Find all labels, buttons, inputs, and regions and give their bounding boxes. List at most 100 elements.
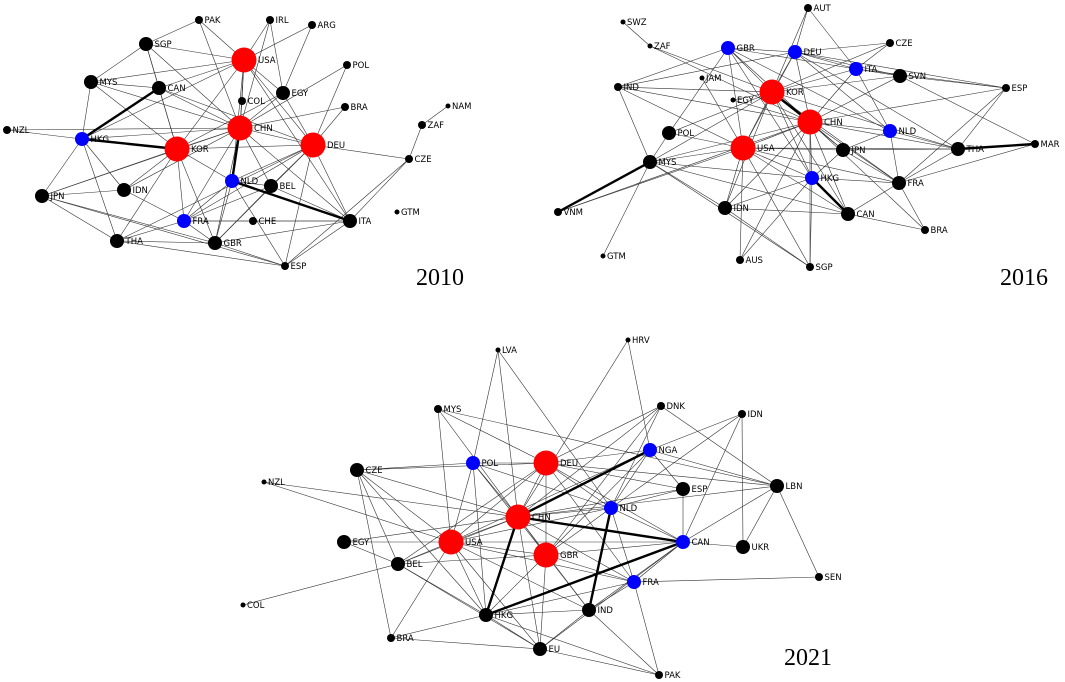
edge-2016-nld-fra <box>889 130 900 184</box>
edge-2021-idn-can <box>682 413 743 543</box>
edge-2021-idn-ukr <box>741 413 744 548</box>
node-circle <box>341 103 349 111</box>
edge-2016-hkg-fra <box>811 177 900 184</box>
edge-2021-gbr-bel <box>397 554 547 565</box>
edge-2010-kor-gbr <box>176 148 216 244</box>
node-label: CAN <box>857 210 875 220</box>
edge-2016-esp-fra <box>898 87 1007 184</box>
edge-2021-nzl-usa <box>263 481 452 543</box>
edge-2010-deu-nld <box>231 144 314 182</box>
node-2010-pak: PAK <box>195 16 221 26</box>
edge-2016-fra-can <box>847 182 900 215</box>
edge-2021-fra-pak <box>633 581 660 676</box>
node-circle <box>227 115 253 141</box>
node-circle <box>655 671 663 679</box>
node-circle <box>240 602 246 608</box>
node-2010-deu: DEU <box>300 132 345 158</box>
network-2021: HRV LVA MYS DNK IDN NGA POL DEU CZE NZL LBN ESP NLD C… <box>240 336 842 681</box>
node-circle <box>625 337 631 343</box>
node-circle <box>849 62 863 76</box>
node-circle <box>951 142 965 156</box>
edge-2010-irl-egy <box>269 19 284 94</box>
edge-2010-hkg-jpn <box>41 138 83 197</box>
node-label: NAM <box>452 102 472 112</box>
node-circle <box>627 575 641 589</box>
edges-2010 <box>6 19 449 267</box>
node-2021-usa: USA <box>438 529 483 555</box>
node-2010-arg: ARG <box>308 21 336 31</box>
edge-2021-cze-hkg <box>356 469 487 616</box>
node-circle <box>177 214 191 228</box>
node-circle <box>759 79 785 105</box>
edge-2021-deu-cze <box>356 462 547 471</box>
node-circle <box>533 542 559 568</box>
edge-2021-cze-bel <box>356 469 399 565</box>
edge-2016-hkg-aus <box>739 177 813 261</box>
edge-2021-can-gbr <box>545 541 684 556</box>
node-label: VNM <box>564 208 584 218</box>
node-circle <box>657 402 665 410</box>
node-2016-bra: BRA <box>921 226 948 236</box>
edge-2016-idn-can <box>724 207 849 215</box>
node-circle <box>117 183 131 197</box>
edge-2021-bel-eu <box>397 563 541 650</box>
node-label: GBR <box>560 551 578 561</box>
edge-2021-hkg-eu <box>485 614 541 650</box>
node-label: ZAF <box>428 121 445 131</box>
edge-2010-bel-fra <box>183 185 272 222</box>
node-label: SWZ <box>627 18 647 28</box>
node-label: FRA <box>908 179 924 189</box>
edge-2021-ind-eu <box>539 609 590 650</box>
edge-2016-egy-chn <box>732 99 811 123</box>
edge-2010-arg-egy <box>282 24 313 94</box>
node-circle <box>195 16 203 24</box>
edge-2016-can-bra <box>847 213 926 231</box>
edge-2010-pol-deu <box>312 64 348 146</box>
node-circle <box>110 234 124 248</box>
edge-2021-can-eu <box>539 541 684 650</box>
edge-2021-deu-fra <box>545 462 635 583</box>
node-2016-gtm: GTM <box>600 252 626 262</box>
node-2021-nld: NLD <box>604 501 638 515</box>
node-2016-hkg: HKG <box>805 171 839 185</box>
edge-2010-bra-chn <box>239 106 346 129</box>
edge-2016-mys-hkg <box>649 161 813 179</box>
node-circle <box>797 109 823 135</box>
node-label: BEL <box>280 182 296 192</box>
node-circle <box>343 61 351 69</box>
node-circle <box>479 608 493 622</box>
edge-2016-kor-mys <box>649 91 773 163</box>
node-circle <box>770 479 784 493</box>
edge-2016-usa-can <box>742 147 849 215</box>
node-label: ARG <box>318 21 336 31</box>
node-circle <box>208 236 222 250</box>
edge-2021-nga-usa <box>450 449 651 543</box>
edge-2010-usa-kor <box>176 59 245 150</box>
node-2016-usa: USA <box>730 135 775 161</box>
edge-2021-nld-ind <box>587 507 613 611</box>
node-label: SGP <box>816 263 833 273</box>
edge-2016-aut-deu <box>794 7 809 53</box>
edge-2016-chn-tha <box>809 121 959 150</box>
node-2016-pol: POL <box>662 126 694 140</box>
node-2021-ukr: UKR <box>736 540 769 554</box>
edge-2010-tha-gbr <box>116 240 216 244</box>
node-2010-nzl: NZL <box>3 126 30 136</box>
edge-2010-pak-chn <box>198 19 241 129</box>
edge-2021-hrv-nga <box>627 339 651 451</box>
node-label: IDN <box>748 410 763 420</box>
edge-2021-dnk-lbn <box>660 405 778 487</box>
node-2016-aut: AUT <box>804 4 832 14</box>
edge-2021-eu-pak <box>539 648 660 676</box>
edge-2021-hkg-chn <box>484 516 520 616</box>
edge-2021-hkg-ind <box>485 609 590 616</box>
edge-2016-usa-tha <box>742 147 959 150</box>
edge-2010-jpn-idn <box>41 189 125 197</box>
node-label: NZL <box>268 478 285 488</box>
node-2010-usa: USA <box>231 47 276 73</box>
node-label: CHN <box>532 513 551 523</box>
node-label: CHE <box>259 217 277 227</box>
year-label-2021: 2021 <box>784 645 832 671</box>
node-circle <box>676 535 690 549</box>
node-circle <box>466 456 480 470</box>
